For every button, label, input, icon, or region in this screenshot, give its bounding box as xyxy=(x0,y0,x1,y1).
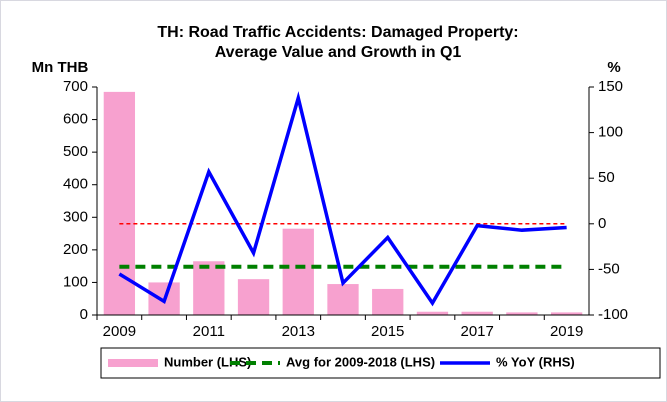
line-series xyxy=(118,91,567,307)
y2-tick-label: 100 xyxy=(598,124,623,141)
legend-swatch xyxy=(108,359,158,367)
legend-label: % YoY (RHS) xyxy=(496,354,575,369)
bar xyxy=(282,228,314,315)
bar xyxy=(193,261,225,315)
bar xyxy=(327,284,359,315)
legend-label: Number (LHS) xyxy=(164,354,251,369)
bar xyxy=(461,311,493,315)
x-tick-label: 2015 xyxy=(371,323,404,340)
x-tick-label: 2017 xyxy=(460,323,493,340)
bar xyxy=(550,312,583,315)
y-tick-label: 700 xyxy=(63,78,88,95)
bar xyxy=(416,311,449,315)
bar xyxy=(237,279,270,315)
x-tick-label: 2011 xyxy=(193,323,225,340)
y2-axis-label: % xyxy=(607,59,620,76)
x-tick-label: 2019 xyxy=(550,323,583,340)
y-tick-label: 0 xyxy=(80,306,88,323)
bar xyxy=(506,312,538,315)
y2-tick-label: 150 xyxy=(598,78,623,95)
bar xyxy=(103,91,136,315)
chart-title: TH: Road Traffic Accidents: Damaged Prop… xyxy=(157,24,518,41)
legend-label: Avg for 2009-2018 (LHS) xyxy=(286,354,435,369)
y-axis-label: Mn THB xyxy=(32,59,89,76)
x-tick-label: 2013 xyxy=(282,323,315,340)
x-tick-label: 2009 xyxy=(103,323,136,340)
y2-tick-label: 50 xyxy=(598,169,615,186)
y2-tick-label: -100 xyxy=(598,306,628,323)
legend-box xyxy=(100,347,661,379)
y-tick-label: 100 xyxy=(63,273,88,290)
y-tick-label: 600 xyxy=(63,111,88,128)
y2-tick-label: -50 xyxy=(598,260,620,277)
bar xyxy=(372,288,404,315)
chart-subtitle: Average Value and Growth in Q1 xyxy=(215,44,462,61)
y-tick-label: 300 xyxy=(63,208,88,225)
y-tick-label: 200 xyxy=(63,241,88,258)
y2-tick-label: 0 xyxy=(598,215,606,232)
y-tick-label: 500 xyxy=(63,143,88,160)
y-tick-label: 400 xyxy=(63,176,88,193)
